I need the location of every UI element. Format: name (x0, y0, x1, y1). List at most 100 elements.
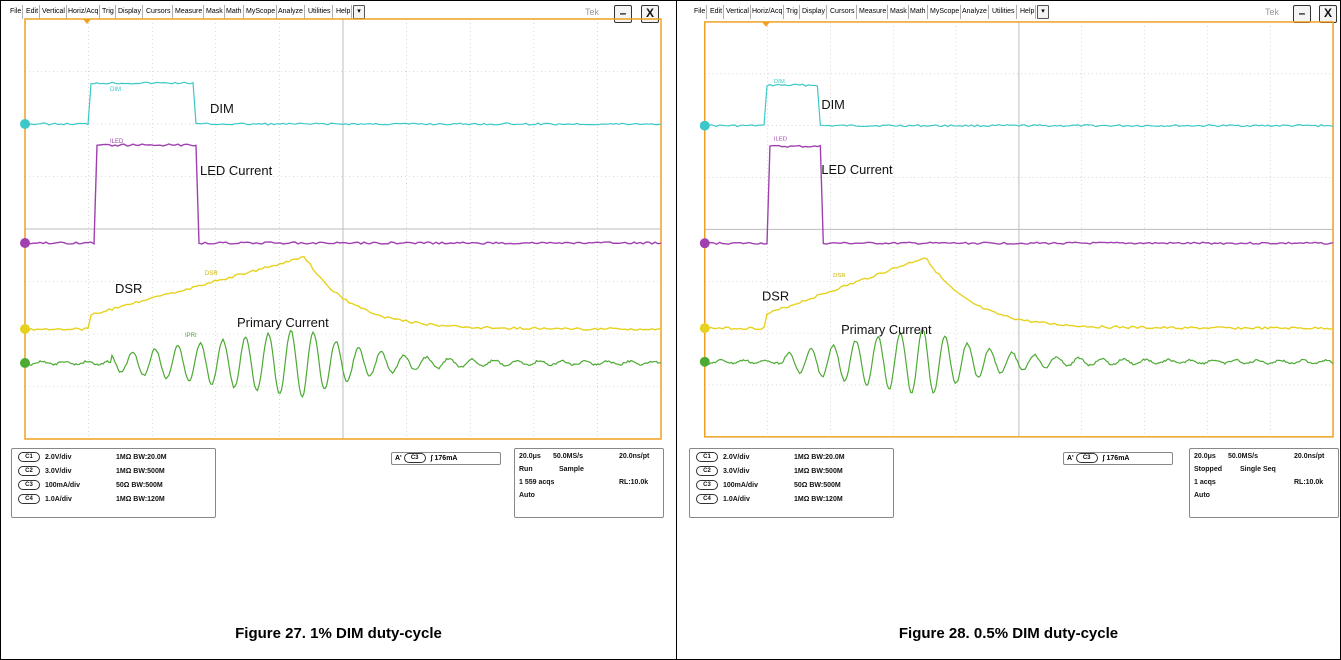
dim-trace (24, 81, 662, 126)
menu-display[interactable]: Display (801, 5, 827, 19)
primary-current-label: Primary Current (841, 322, 932, 337)
bandwidth-value: BW:500M (811, 468, 843, 475)
channel-scale: 1.0A/div (45, 496, 72, 503)
channel-scale: 2.0V/div (723, 454, 750, 461)
menu-dropdown-button[interactable]: ▾ (1037, 5, 1049, 19)
trigger-position-marker (762, 21, 770, 27)
channel-badge[interactable]: C4 (696, 494, 718, 505)
menu-help[interactable]: Help (1019, 5, 1037, 19)
channel-scale: 2.0V/div (45, 454, 72, 461)
acq-mode: Sample (559, 466, 584, 473)
menu-myscope[interactable]: MyScope (245, 5, 278, 19)
resolution: 20.0ns/pt (619, 453, 650, 460)
menu-analyze[interactable]: Analyze (961, 5, 989, 19)
channel-badge[interactable]: C2 (696, 466, 718, 477)
graticule-frame (24, 18, 662, 440)
tek-logo: Tek (585, 7, 600, 17)
dsr-trace-tag: DSR (833, 273, 845, 279)
trigger-readout[interactable]: A' C3 ∫ 176mA (391, 452, 501, 465)
acquisition-panel[interactable]: 20.0μs 50.0MS/s 20.0ns/pt Run Sample 1 5… (514, 448, 664, 518)
figure-caption: Figure 27. 1% DIM duty-cycle (235, 625, 442, 642)
channel-2-marker[interactable] (20, 119, 30, 129)
trigger-channel-badge: C3 (403, 453, 426, 464)
channel-impedance: 1MΩ BW:120M (116, 494, 216, 506)
menu-trig[interactable]: Trig (785, 5, 800, 19)
timebase: 20.0μs (519, 453, 541, 460)
primary-current-trace (704, 328, 1334, 394)
channel-4-marker[interactable] (20, 358, 30, 368)
channel-scale: 3.0V/div (723, 468, 750, 475)
menu-vertical[interactable]: Vertical (41, 5, 67, 19)
menu-help[interactable]: Help (335, 5, 353, 19)
menu-cursors[interactable]: Cursors (829, 5, 857, 19)
menu-analyze[interactable]: Analyze (277, 5, 305, 19)
menu-measure[interactable]: Measure (174, 5, 205, 19)
bandwidth-value: BW:20.0M (811, 454, 845, 461)
menu-math[interactable]: Math (909, 5, 928, 19)
channel-badge[interactable]: C3 (18, 480, 40, 491)
menu-cursors[interactable]: Cursors (145, 5, 173, 19)
menu-myscope[interactable]: MyScope (929, 5, 962, 19)
channel-badge[interactable]: C3 (696, 480, 718, 491)
led-current-label: LED Current (821, 162, 893, 177)
menu-display[interactable]: Display (117, 5, 143, 19)
menu-trig[interactable]: Trig (101, 5, 116, 19)
channel-1-marker[interactable] (20, 324, 30, 334)
channel-badge[interactable]: C4 (18, 494, 40, 505)
menu-utilities[interactable]: Utilities (991, 5, 1017, 19)
dim-trace-tag: DIM (774, 79, 785, 85)
menu-edit[interactable]: Edit (709, 5, 725, 19)
impedance-value: 50Ω (794, 482, 808, 489)
channel-badge[interactable]: C2 (18, 466, 40, 477)
dsr-label: DSR (115, 281, 142, 296)
channel-1-marker[interactable] (699, 323, 710, 334)
waveform-display: DIM LED Current DSR Primary Current DIM … (699, 21, 1334, 438)
trigger-mode-auto: Auto (1194, 492, 1210, 499)
channel-scale: 1.0A/div (723, 496, 750, 503)
record-length: RL:10.0k (619, 479, 649, 486)
menu-file[interactable]: File (693, 5, 708, 19)
dsr-label: DSR (762, 289, 789, 304)
channel-2-marker[interactable] (699, 120, 710, 131)
menu-math[interactable]: Math (225, 5, 244, 19)
traces (20, 81, 662, 399)
impedance-value: 1MΩ (794, 496, 810, 503)
trigger-readout[interactable]: A' C3 ∫ 176mA (1063, 452, 1173, 465)
ipri-trace-tag: IPRI (185, 333, 197, 339)
iled-trace-tag: ILED (110, 139, 124, 145)
channel-4-marker[interactable] (699, 356, 710, 367)
channel-row: C1 2.0V/div 1MΩ BW:20.0M (18, 452, 167, 466)
channel-badge[interactable]: C1 (696, 452, 718, 463)
trigger-edge-icon: ∫ (430, 455, 433, 462)
traces (699, 83, 1334, 394)
trigger-edge-icon: ∫ (1102, 455, 1105, 462)
channel-3-marker[interactable] (20, 238, 30, 248)
impedance-value: 50Ω (116, 482, 130, 489)
acq-count: 1 559 acqs (519, 479, 555, 486)
figure-28-cell: File Edit Vertical Horiz/Acq Trig Displa… (676, 0, 1341, 660)
oscilloscope-screenshot: File Edit Vertical Horiz/Acq Trig Displa… (689, 5, 1340, 518)
channel-row: C4 1.0A/div 1MΩ BW:120M (18, 494, 165, 508)
sample-rate: 50.0MS/s (1228, 453, 1258, 460)
menu-bar: File Edit Vertical Horiz/Acq Trig Displa… (693, 3, 1340, 25)
menu-utilities[interactable]: Utilities (307, 5, 333, 19)
menu-mask[interactable]: Mask (205, 5, 225, 19)
menu-measure[interactable]: Measure (858, 5, 889, 19)
menu-file[interactable]: File (9, 5, 24, 19)
channel-impedance: 50Ω BW:500M (116, 480, 216, 492)
channel-3-marker[interactable] (699, 238, 710, 249)
minimize-button[interactable]: – (1293, 5, 1311, 23)
menu-horiz-acq[interactable]: Horiz/Acq (751, 5, 785, 19)
channel-badge[interactable]: C1 (18, 452, 40, 463)
menu-horiz-acq[interactable]: Horiz/Acq (67, 5, 101, 19)
impedance-value: 1MΩ (116, 496, 132, 503)
menu-vertical[interactable]: Vertical (725, 5, 751, 19)
channel-impedance: 50Ω BW:500M (794, 480, 894, 492)
impedance-value: 1MΩ (116, 468, 132, 475)
dim-label: DIM (821, 97, 845, 112)
channel-row: C3 100mA/div 50Ω BW:500M (696, 480, 841, 494)
menu-edit[interactable]: Edit (25, 5, 41, 19)
channel-impedance: 1MΩ BW:500M (116, 466, 216, 478)
menu-mask[interactable]: Mask (889, 5, 909, 19)
acquisition-panel[interactable]: 20.0μs 50.0MS/s 20.0ns/pt Stopped Single… (1189, 448, 1339, 518)
